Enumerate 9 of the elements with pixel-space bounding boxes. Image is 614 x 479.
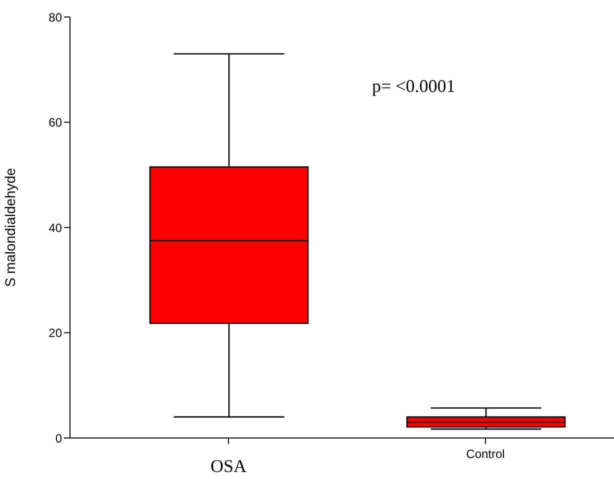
x-tick-label: OSA (210, 456, 247, 476)
y-tick-label: 40 (48, 220, 62, 235)
y-tick-label: 20 (48, 326, 62, 340)
x-tick-label: Control (466, 447, 505, 461)
y-tick-label: 80 (48, 10, 62, 24)
annotation: p= <0.0001 (372, 76, 456, 97)
y-tick-label: 0 (55, 431, 62, 446)
y-axis-title: S malondialdehyde (2, 168, 18, 288)
y-tick-label: 60 (48, 116, 62, 130)
